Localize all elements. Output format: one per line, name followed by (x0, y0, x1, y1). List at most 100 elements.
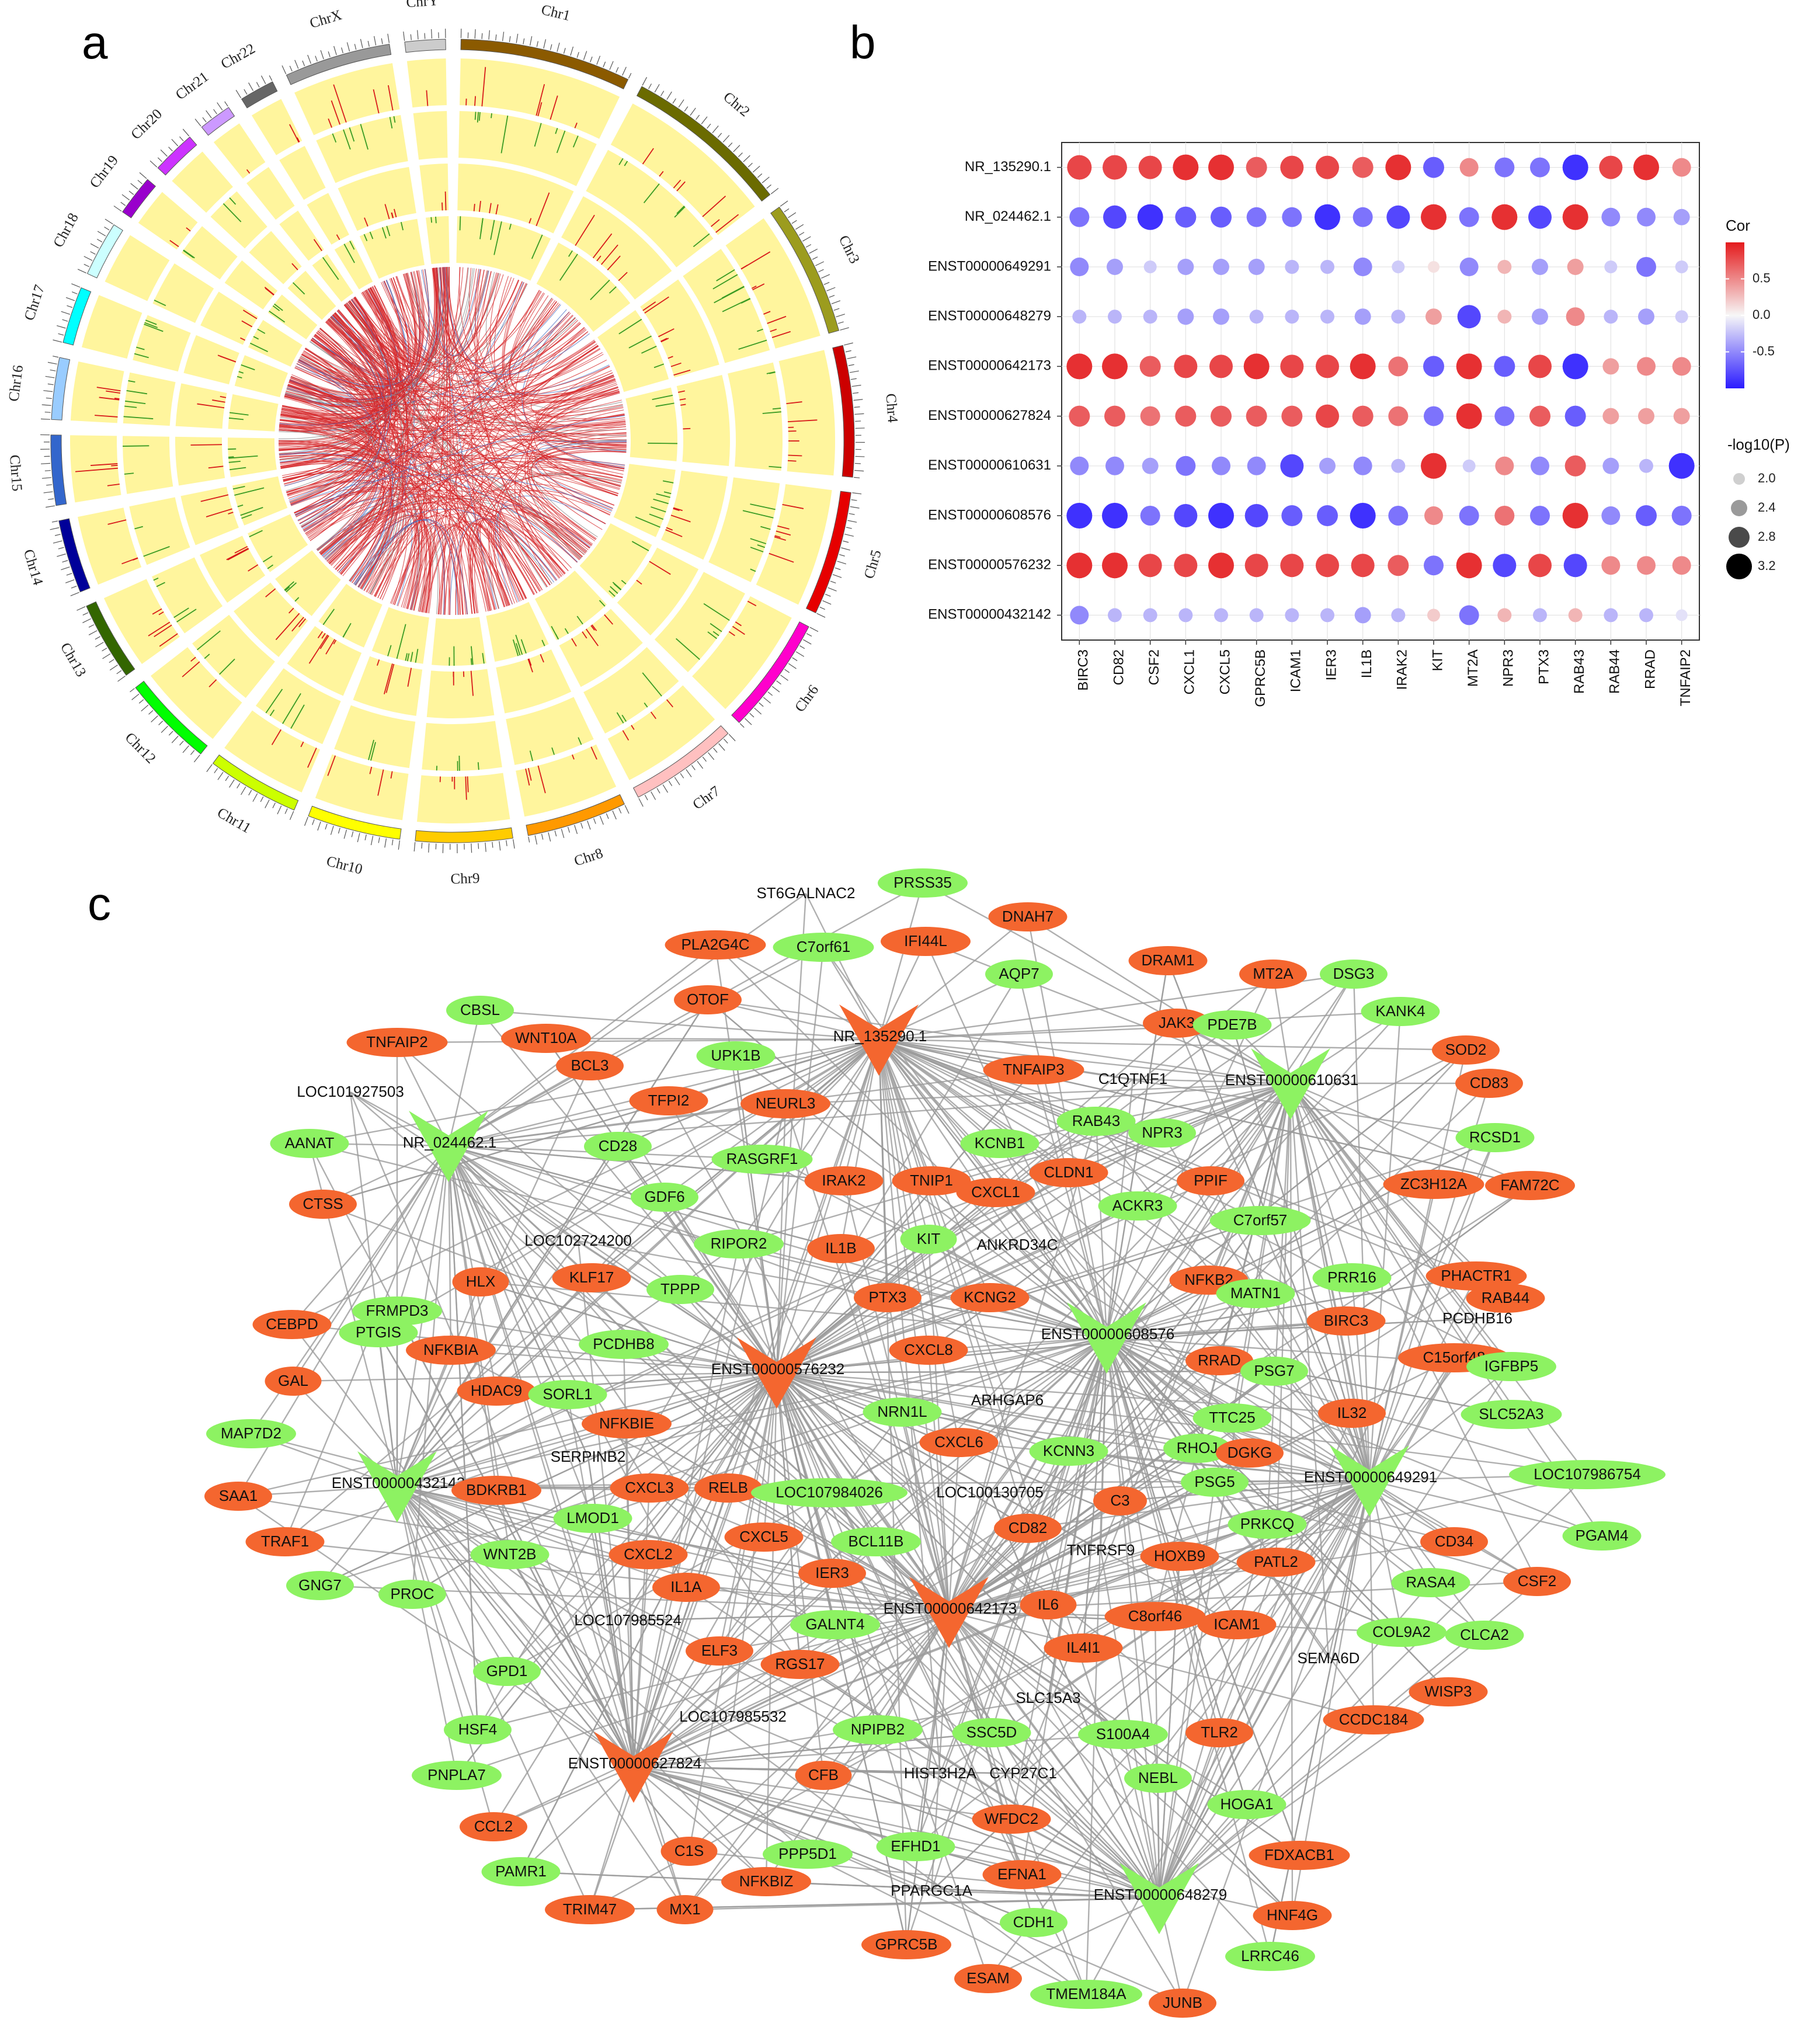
gene-label: FRMPD3 (366, 1302, 429, 1319)
dot (1459, 258, 1479, 276)
gene-ellipse (1253, 1901, 1332, 1930)
track-segment (778, 350, 835, 476)
gene-label: KIT (917, 1230, 941, 1247)
dot (1388, 555, 1409, 576)
dot (1174, 354, 1198, 378)
dot (1604, 310, 1618, 324)
gene-node: WFDC2 (972, 1805, 1051, 1834)
chromosome-label: Chr14 (20, 548, 46, 588)
legend-cor-title: Cor (1726, 217, 1750, 234)
chromosome-band-chr14 (58, 518, 91, 593)
gene-label: RAB43 (1072, 1112, 1120, 1129)
gene-label: SERPINB2 (551, 1448, 626, 1465)
track-segment (279, 145, 326, 200)
chromosome-ticks (638, 734, 736, 807)
dot (1530, 506, 1550, 526)
dot (1317, 505, 1338, 526)
hub-label: ENST00000576232 (711, 1360, 844, 1378)
dot (1639, 458, 1653, 473)
track-segment (152, 263, 214, 323)
size-legend-dot (1726, 554, 1752, 579)
gene-node: RAB44 (1466, 1284, 1545, 1313)
column-label: RAB44 (1607, 649, 1623, 694)
dot (1143, 608, 1157, 623)
gene-label: IL4I1 (1066, 1639, 1100, 1656)
gene-label: LRRC46 (1241, 1947, 1299, 1965)
size-legend-dot (1729, 527, 1750, 548)
gene-label: MATN1 (1230, 1284, 1281, 1302)
hub-node: ENST00000608576 (1041, 1302, 1174, 1374)
track-segment (534, 570, 607, 641)
gene-node: PRSS35 (878, 868, 968, 898)
gene-ellipse (1104, 1602, 1206, 1631)
gene-node: KCNN3 (1029, 1437, 1108, 1466)
dot (1108, 608, 1122, 623)
gene-node: CXCL5 (724, 1522, 804, 1552)
dot (1350, 503, 1376, 529)
dot (1352, 405, 1374, 427)
gene-node: SAA1 (204, 1482, 272, 1511)
gene-node: IRAK2 (804, 1166, 884, 1195)
hub-shape (594, 1732, 673, 1803)
gene-ellipse (985, 960, 1053, 989)
gene-ellipse (656, 1895, 714, 1924)
dot (1072, 310, 1087, 324)
gene-ellipse (545, 1895, 635, 1924)
chromosome-label: Chr20 (128, 106, 165, 143)
gene-ellipse (798, 1559, 866, 1588)
gene-label: OTOF (687, 990, 729, 1008)
gene-label: PCDHB16 (1442, 1309, 1512, 1327)
chromosome-ticks (53, 283, 81, 343)
dot (1178, 608, 1193, 623)
chromosome-ticks (304, 816, 400, 850)
gene-node: CDH1 (1000, 1908, 1068, 1937)
dot (1602, 457, 1619, 474)
gene-ellipse (994, 1514, 1062, 1543)
gene-label: PSG5 (1194, 1473, 1235, 1490)
gene-ellipse (773, 933, 874, 962)
gene-node: SORL1 (528, 1380, 607, 1409)
dot (1354, 308, 1371, 325)
gene-label: EFHD1 (891, 1837, 940, 1855)
gene-node: PPIF (1177, 1166, 1244, 1195)
gene-label: PPP5D1 (778, 1845, 837, 1862)
gene-node: DNAH7 (988, 902, 1068, 931)
gene-ellipse (1432, 1035, 1500, 1065)
gene-node: SSC5D (952, 1718, 1031, 1747)
dot (1213, 308, 1229, 325)
dot (1533, 608, 1547, 623)
gene-ellipse (694, 1229, 784, 1259)
gene-node: TMEM184A (1030, 1980, 1142, 2009)
dot (1562, 503, 1588, 529)
gene-label: SSC5D (966, 1723, 1017, 1741)
gene-ellipse (270, 1129, 349, 1158)
gene-label: HOGA1 (1220, 1795, 1273, 1813)
track-segment (457, 164, 574, 234)
gene-label: NPIPB2 (851, 1720, 905, 1738)
gene-ellipse (206, 1419, 296, 1448)
track-segment (676, 375, 730, 466)
gene-label: IL1B (825, 1239, 857, 1257)
gene-ellipse (1318, 1399, 1386, 1428)
dot (1671, 506, 1692, 526)
dot (1563, 554, 1587, 578)
gene-ellipse (831, 1527, 921, 1556)
chromosome-band-chrx (286, 43, 392, 85)
gene-label: LOC101927503 (297, 1083, 404, 1100)
dot (1143, 310, 1157, 324)
legend-p-title: -log10(P) (1727, 436, 1790, 453)
track-segment (246, 166, 295, 220)
dot (1140, 406, 1160, 426)
gene-label: CXCL3 (625, 1479, 674, 1496)
gene-ellipse (881, 927, 971, 956)
chromosome-ticks (281, 33, 390, 75)
dot (1067, 155, 1092, 180)
gene-ellipse (1197, 1610, 1277, 1639)
gene-node: NFKBIE (582, 1409, 672, 1438)
gene-node: CCL2 (460, 1812, 527, 1841)
gene-label: NPR3 (1142, 1124, 1182, 1141)
chromosome-label: Chr16 (6, 364, 26, 402)
dot (1281, 505, 1303, 526)
gene-label: BDKRB1 (466, 1481, 527, 1499)
gene-label: TNFAIP3 (1003, 1061, 1064, 1078)
